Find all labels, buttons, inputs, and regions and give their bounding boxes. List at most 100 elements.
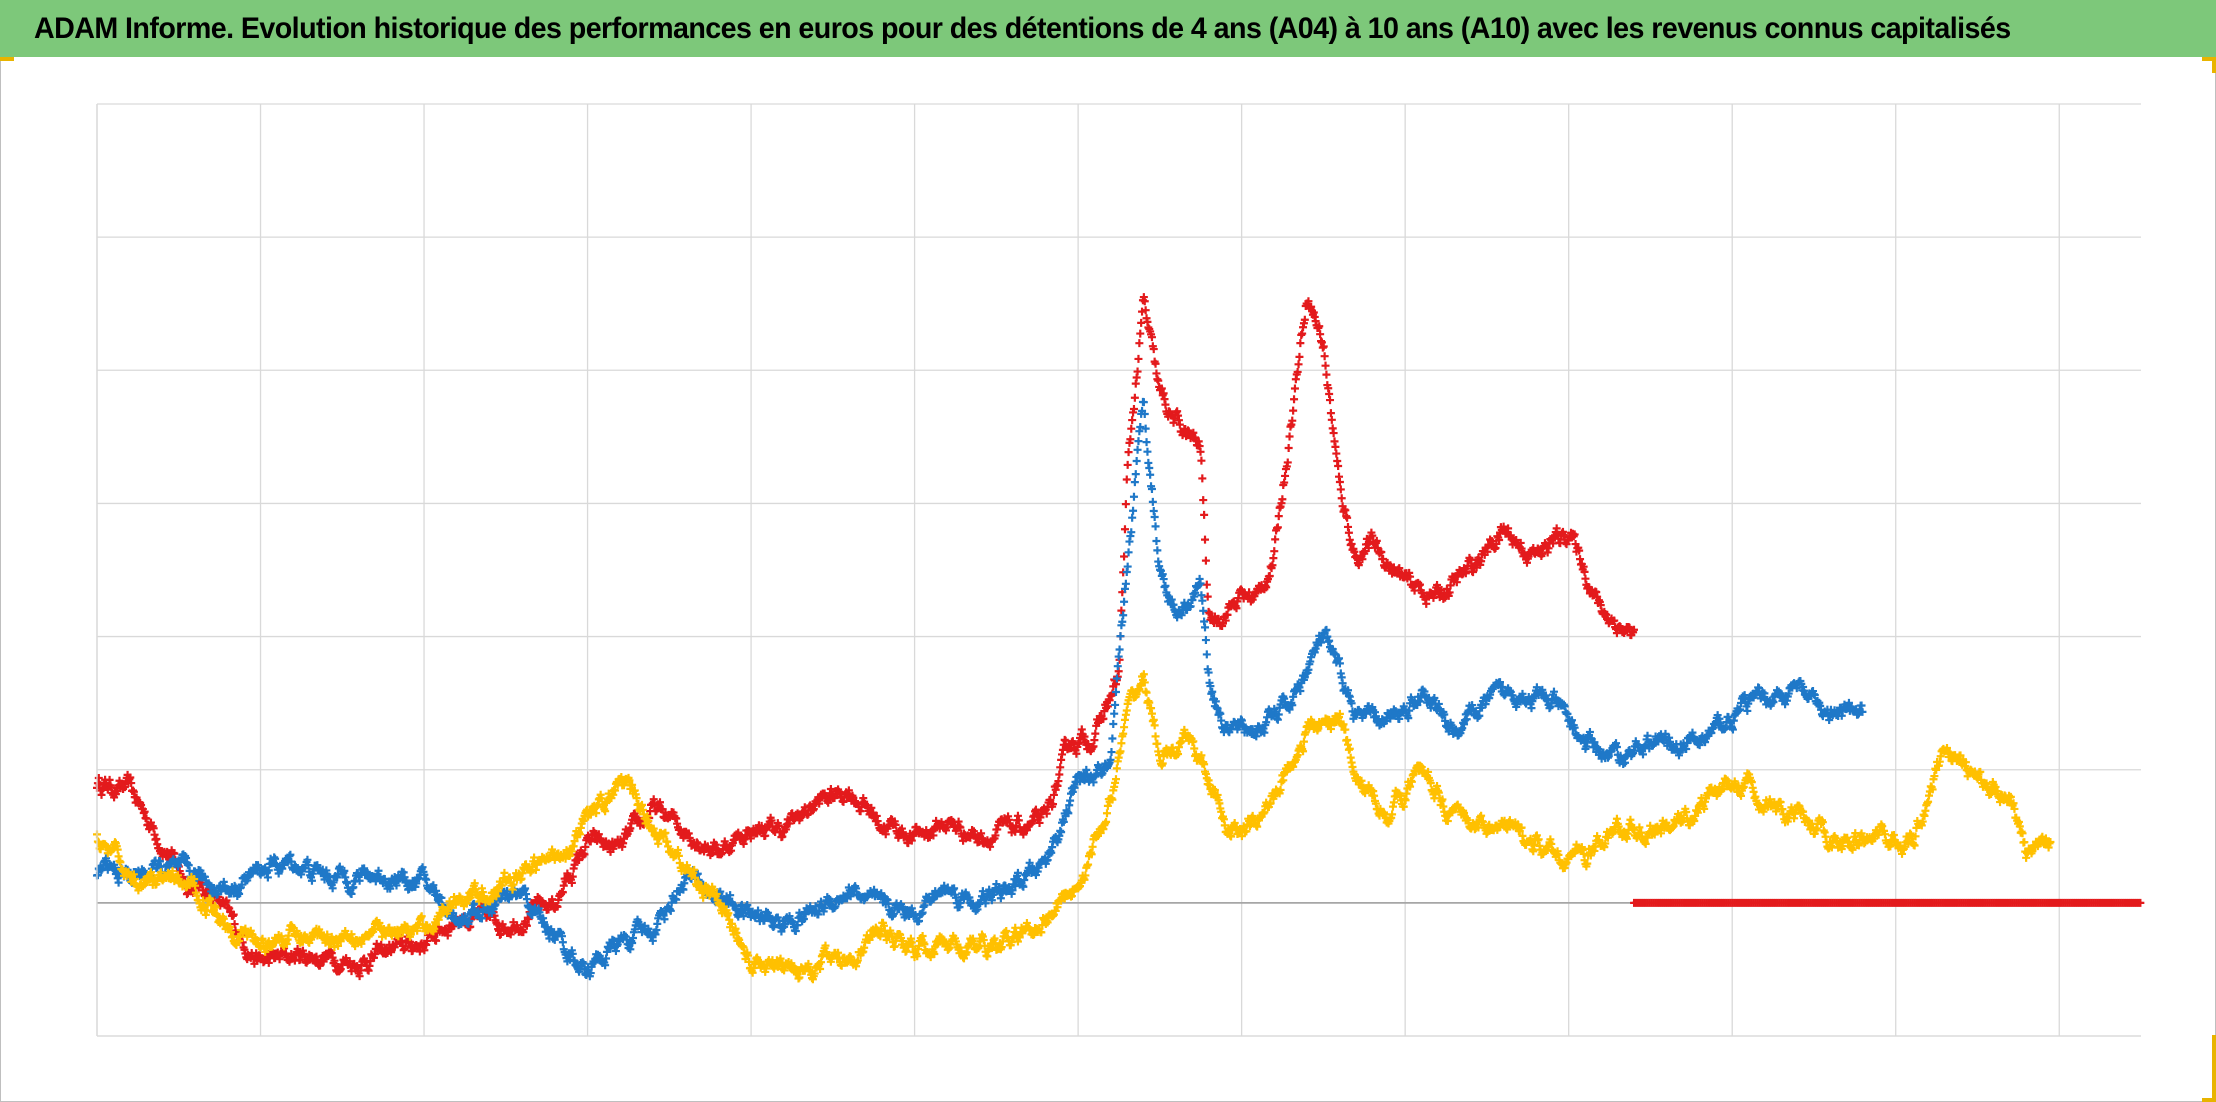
data-point [1136,422,1145,431]
data-point [1202,580,1211,589]
data-point [1274,710,1283,719]
data-point [1304,297,1313,306]
data-point [1198,474,1207,483]
data-point [666,906,675,915]
data-point [1099,714,1108,723]
data-point [1151,732,1160,741]
data-point [1296,339,1305,348]
data-point [674,851,683,860]
data-point [1217,716,1226,725]
data-point [793,921,802,930]
data-point [1157,384,1166,393]
data-point [1198,596,1207,605]
data-point [1290,384,1299,393]
data-point [1087,850,1096,859]
data-point [632,794,641,803]
data-point [1343,513,1352,522]
data-point [1114,652,1123,661]
data-point [1108,795,1117,804]
data-point [1124,448,1133,457]
data-point [1271,535,1280,544]
data-point [429,881,438,890]
data-point [1755,684,1764,693]
data-point [1206,682,1215,691]
data-point [601,961,610,970]
data-point [929,831,938,840]
data-point [853,956,862,965]
data-point [1112,764,1121,773]
data-point [1612,742,1621,751]
chart-title-bar: ADAM Informe. Evolution historique des p… [0,0,2216,57]
data-point [1268,561,1277,570]
data-point [1201,556,1210,565]
data-point [1153,739,1162,748]
data-point [1858,707,1867,716]
data-point [626,945,635,954]
data-point [630,809,639,818]
data-point [191,881,200,890]
data-point [173,871,182,880]
data-point [196,866,205,875]
data-point [672,895,681,904]
data-point [1269,554,1278,563]
data-point [263,873,272,882]
data-point [1109,719,1118,728]
gridlines [96,103,2141,1037]
data-point [1204,668,1213,677]
data-point [1159,575,1168,584]
data-point [1110,709,1119,718]
data-point [1422,599,1431,608]
data-point [1111,700,1120,709]
data-point [1283,458,1292,467]
data-point [1575,546,1584,555]
data-point [1117,739,1126,748]
data-point [1084,860,1093,869]
data-point [1329,429,1338,438]
data-point [1124,548,1133,557]
data-point [558,888,567,897]
data-point [1372,536,1381,545]
data-point [1013,868,1022,877]
data-point [1223,610,1232,619]
data-point [437,893,446,902]
data-point [1253,822,1262,831]
data-point [1091,729,1100,738]
data-point [1130,478,1139,487]
data-point [1161,400,1170,409]
data-point [1064,809,1073,818]
data-point [816,964,825,973]
data-point [1132,457,1141,466]
data-point [1150,721,1159,730]
data-point [1260,728,1269,737]
data-point [1322,625,1331,634]
data-point [1133,367,1142,376]
data-point [1278,495,1287,504]
data-point [307,876,316,885]
data-point [804,809,813,818]
data-point [1136,329,1145,338]
data-point [1208,687,1217,696]
data-point [1237,832,1246,841]
data-point [1143,447,1152,456]
data-point [1056,763,1065,772]
data-point [1139,670,1148,679]
data-point [114,878,123,887]
data-point [795,973,804,982]
data-point [229,910,238,919]
data-point [1288,701,1297,710]
data-point [601,807,610,816]
data-point [1147,333,1156,342]
corner-accent-top-right-side [2212,57,2216,73]
corner-accent-bottom-right-foot [2202,1098,2216,1102]
data-point [1643,731,1652,740]
data-point [1066,796,1075,805]
data-point [1274,512,1283,521]
data-point [1200,510,1209,519]
data-point [1133,445,1142,454]
data-point [1127,424,1136,433]
data-point [1153,546,1162,555]
data-point [116,858,125,867]
data-point [522,921,531,930]
data-point [1288,416,1297,425]
